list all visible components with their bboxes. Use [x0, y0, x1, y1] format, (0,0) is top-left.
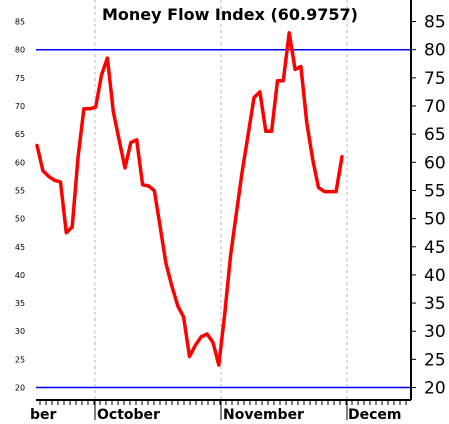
- left-axis-ticks: 20 25 30 35 40 45 50 55 60 65 70 75 80 85: [15, 18, 25, 393]
- y-tick-right-85: 85: [424, 13, 446, 33]
- x-tick-label-0: ber: [30, 407, 57, 423]
- y-tick-right-45: 45: [424, 238, 446, 258]
- chart-title: Money Flow Index (60.9757): [102, 5, 358, 24]
- y-tick-right-55: 55: [424, 181, 446, 201]
- y-tick-left-60: 60: [15, 158, 25, 167]
- x-tick-label-1: October: [97, 407, 160, 423]
- x-axis-ticks: ber October November Decem: [30, 400, 449, 424]
- y-tick-left-45: 45: [15, 243, 25, 252]
- y-tick-right-65: 65: [424, 125, 446, 145]
- y-tick-left-35: 35: [15, 299, 25, 308]
- y-tick-left-85: 85: [15, 18, 25, 27]
- reference-lines: [36, 48, 411, 389]
- y-tick-right-50: 50: [424, 210, 446, 230]
- y-tick-left-65: 65: [15, 130, 25, 139]
- y-tick-right-60: 60: [424, 153, 446, 173]
- series-line-mfi: [35, 31, 344, 367]
- y-tick-right-20: 20: [424, 379, 446, 399]
- y-tick-left-80: 80: [15, 46, 25, 55]
- y-tick-right-25: 25: [424, 350, 446, 370]
- y-tick-left-75: 75: [15, 74, 25, 83]
- y-tick-left-20: 20: [15, 384, 25, 393]
- x-tick-label-2: November: [223, 407, 304, 423]
- y-tick-right-70: 70: [424, 97, 446, 117]
- x-label-clip-mask: [411, 401, 449, 424]
- y-tick-left-70: 70: [15, 102, 25, 111]
- grid-layer: [94, 0, 348, 400]
- y-tick-left-25: 25: [15, 355, 25, 364]
- right-axis-ticks: 20 25 30 35 40 45 50 55 60 65 70 75 80 85: [411, 13, 446, 399]
- y-tick-left-40: 40: [15, 271, 25, 280]
- y-tick-right-40: 40: [424, 266, 446, 286]
- y-tick-right-35: 35: [424, 294, 446, 314]
- x-tick-label-3: Decem: [348, 407, 402, 423]
- y-tick-right-80: 80: [424, 41, 446, 61]
- series-layer: [35, 31, 344, 367]
- y-tick-right-75: 75: [424, 69, 446, 89]
- y-tick-left-30: 30: [15, 327, 25, 336]
- y-tick-right-30: 30: [424, 322, 446, 342]
- y-tick-left-50: 50: [15, 215, 25, 224]
- y-tick-left-55: 55: [15, 186, 25, 195]
